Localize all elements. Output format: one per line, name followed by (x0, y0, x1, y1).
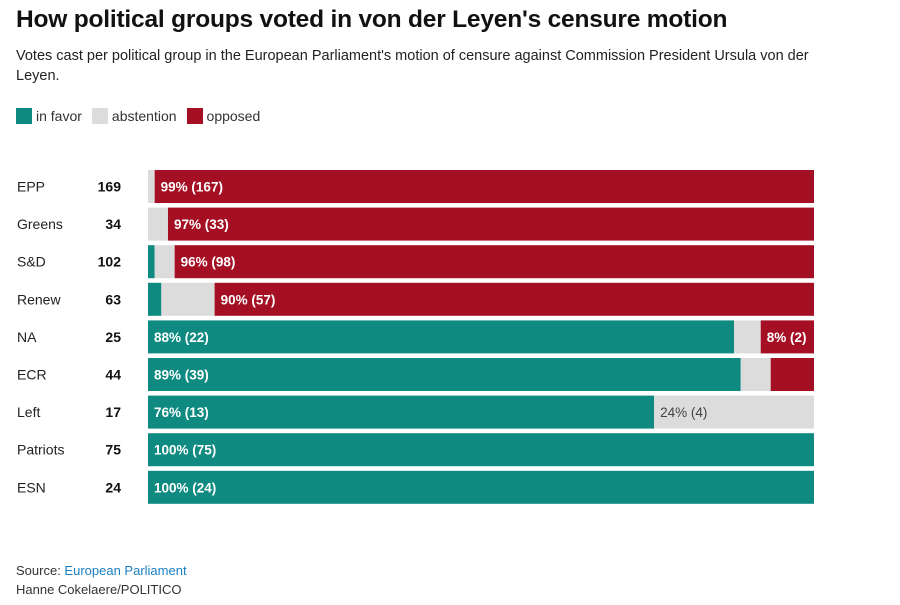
bar-s-d-abstention (154, 245, 175, 279)
group-total-renew: 63 (105, 291, 121, 307)
bar-label-ecr-in-favor: 89% (39) (154, 368, 209, 383)
bar-left-abstention (654, 395, 814, 429)
bar-renew-opposed (214, 282, 815, 316)
legend-label-in-favor: in favor (36, 108, 82, 124)
bar-label-left-in-favor: 76% (13) (154, 405, 209, 420)
group-name-epp: EPP (17, 179, 45, 195)
legend-item-abstention: abstention (91, 108, 177, 124)
group-name-esn: ESN (17, 479, 46, 495)
legend-swatch-in-favor (16, 108, 32, 124)
bar-label-s-d-opposed: 96% (98) (181, 255, 236, 270)
bar-label-epp-opposed: 99% (167) (161, 180, 223, 195)
bar-label-esn-in-favor: 100% (24) (154, 480, 216, 495)
legend-swatch-opposed (186, 108, 203, 124)
bar-renew-abstention (161, 282, 215, 316)
bar-label-na-in-favor: 88% (22) (154, 330, 209, 345)
bar-label-patriots-in-favor: 100% (75) (154, 443, 216, 458)
bar-label-left-abstention: 24% (4) (660, 405, 707, 420)
group-name-s-d: S&D (17, 254, 46, 270)
group-total-greens: 34 (105, 216, 121, 232)
bar-left-in-favor (148, 395, 655, 429)
bar-s-d-in-favor (148, 245, 155, 279)
source-line: Source: European Parliament (16, 563, 187, 578)
bar-label-renew-opposed: 90% (57) (221, 292, 276, 307)
bar-epp-abstention (148, 170, 155, 203)
bar-na-in-favor (148, 320, 735, 354)
group-name-renew: Renew (17, 291, 61, 307)
bar-esn-in-favor (148, 470, 814, 504)
group-total-s-d: 102 (98, 254, 122, 270)
group-total-epp: 169 (98, 179, 122, 195)
group-total-ecr: 44 (105, 367, 121, 383)
bar-ecr-in-favor (148, 358, 741, 391)
bar-na-opposed (760, 320, 814, 354)
group-total-left: 17 (105, 404, 121, 420)
source-link[interactable]: European Parliament (64, 563, 187, 578)
source-prefix: Source: (16, 563, 65, 578)
chart-subtitle: Votes cast per political group in the Eu… (16, 48, 809, 84)
group-total-na: 25 (105, 329, 121, 345)
legend-swatch-abstention (91, 108, 108, 124)
legend-item-opposed: opposed (186, 108, 261, 124)
credit-line: Hanne Cokelaere/POLITICO (16, 582, 182, 597)
bar-ecr-opposed (770, 358, 814, 391)
bar-ecr-abstention (740, 358, 771, 391)
bar-na-abstention (734, 320, 761, 354)
bar-epp-opposed (154, 170, 814, 203)
bar-renew-in-favor (148, 282, 162, 316)
chart-title: How political groups voted in von der Le… (16, 6, 728, 33)
group-name-na: NA (17, 329, 37, 345)
legend-label-abstention: abstention (111, 108, 177, 124)
legend-label-opposed: opposed (206, 108, 261, 124)
legend-item-in-favor: in favor (16, 108, 82, 124)
bar-label-greens-opposed: 97% (33) (174, 217, 229, 232)
group-name-left: Left (17, 404, 40, 420)
group-total-esn: 24 (105, 479, 121, 495)
bar-greens-opposed (167, 207, 815, 241)
group-name-patriots: Patriots (17, 442, 64, 458)
group-name-ecr: ECR (17, 367, 47, 383)
bar-greens-abstention (148, 207, 168, 241)
group-name-greens: Greens (17, 216, 63, 232)
bar-label-na-opposed: 8% (2) (767, 330, 807, 345)
legend: in favor abstention opposed (16, 108, 270, 124)
stacked-bar-chart: EPP 169 99% (167) Greens 34 97% (33) S&D 102 96%… (17, 170, 815, 504)
bar-s-d-opposed (174, 245, 814, 279)
group-total-patriots: 75 (105, 442, 121, 458)
bar-patriots-in-favor (148, 433, 814, 467)
